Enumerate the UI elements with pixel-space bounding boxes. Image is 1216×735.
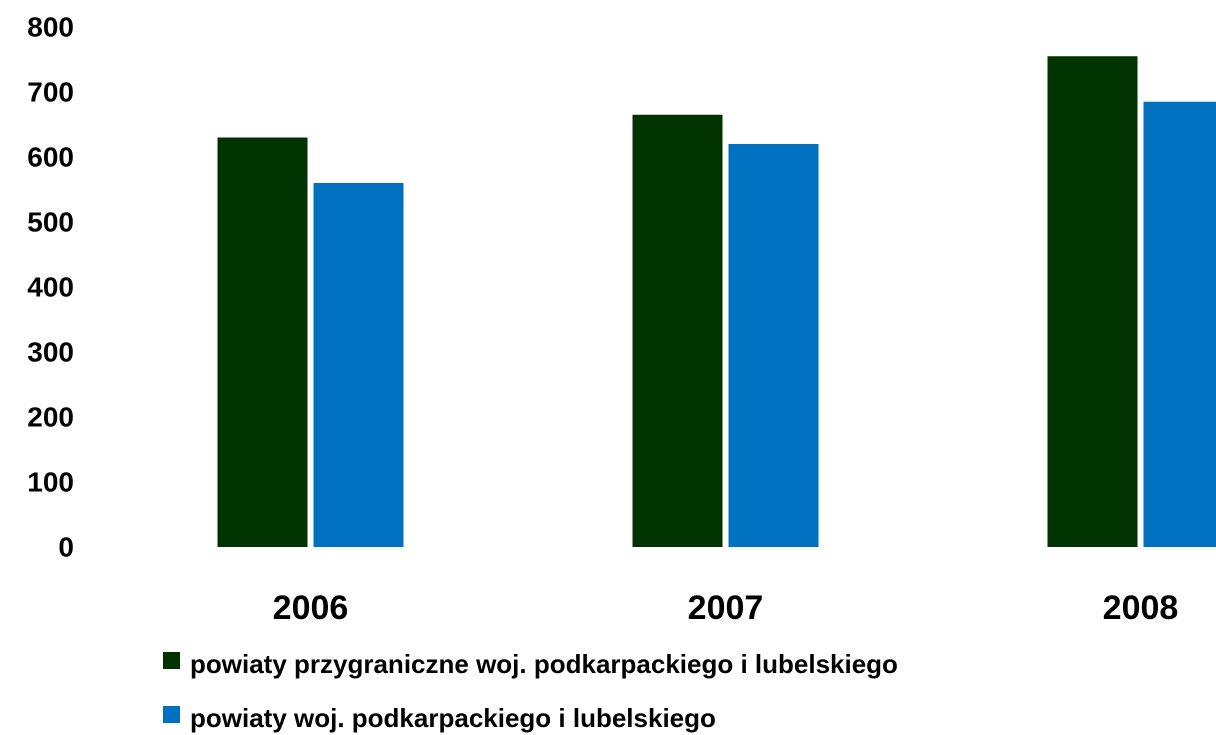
- y-tick-label: 300: [27, 336, 74, 367]
- legend-swatch: [163, 652, 180, 669]
- bar: [728, 144, 819, 547]
- x-tick-label: 2008: [1103, 589, 1179, 627]
- bar: [217, 137, 308, 547]
- y-tick-label: 500: [27, 206, 74, 237]
- legend-label: powiaty woj. podkarpackiego i lubelskieg…: [190, 703, 716, 733]
- y-tick-label: 400: [27, 271, 74, 302]
- bar: [1047, 56, 1138, 547]
- legend-label: powiaty przygraniczne woj. podkarpackieg…: [190, 649, 898, 679]
- y-tick-label: 800: [27, 11, 74, 42]
- x-tick-label: 2007: [688, 589, 764, 627]
- y-tick-label: 600: [27, 141, 74, 172]
- bar: [1143, 101, 1216, 547]
- legend-swatch: [163, 706, 180, 723]
- bar: [632, 114, 723, 547]
- y-tick-label: 200: [27, 401, 74, 432]
- x-tick-label: 2006: [273, 589, 349, 627]
- y-tick-label: 700: [27, 76, 74, 107]
- bar: [313, 183, 404, 547]
- y-tick-label: 100: [27, 466, 74, 497]
- y-tick-label: 0: [58, 531, 74, 562]
